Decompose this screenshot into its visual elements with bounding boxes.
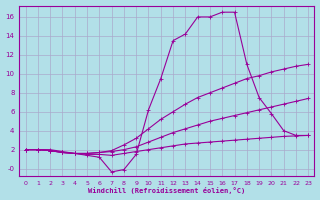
X-axis label: Windchill (Refroidissement éolien,°C): Windchill (Refroidissement éolien,°C) — [88, 187, 245, 194]
